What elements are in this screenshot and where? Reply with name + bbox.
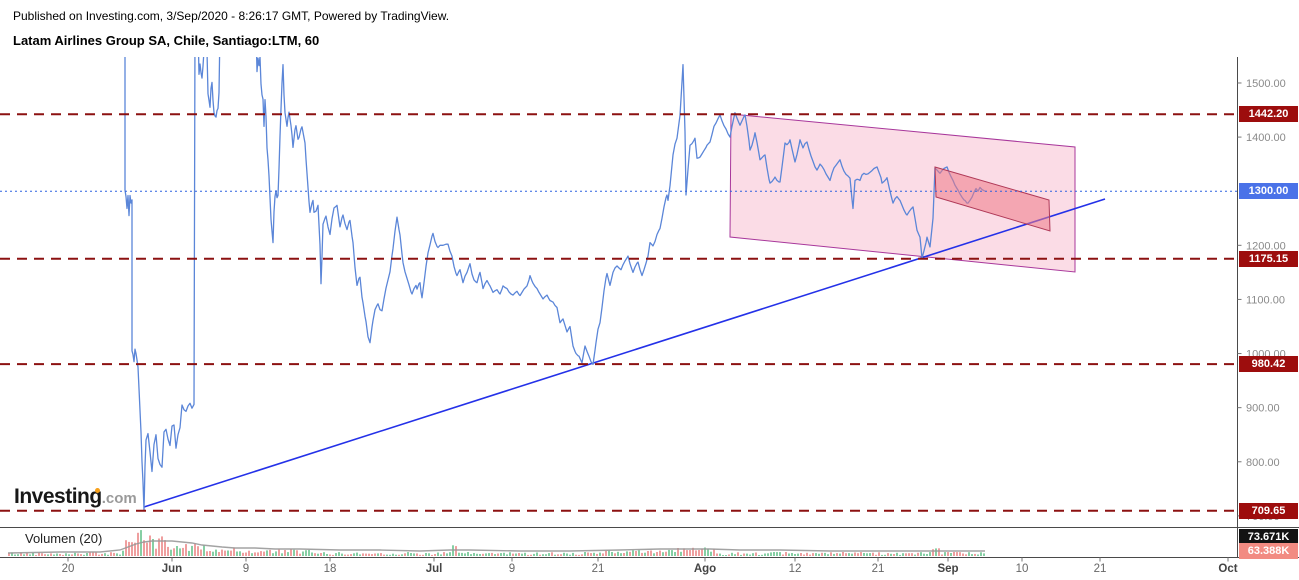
last-price-badge: 1300.00 (1239, 183, 1298, 199)
time-tick-label: 21 (872, 563, 885, 575)
volume-indicator-label: Volumen (20) (25, 531, 103, 546)
price-tick-label: 800.00 (1246, 457, 1280, 469)
instrument-title: Latam Airlines Group SA, Chile, Santiago… (13, 33, 320, 48)
investing-watermark: Investing.com (14, 485, 137, 509)
price-tick-label: 1400.00 (1246, 132, 1286, 144)
time-tick-label: Ago (694, 563, 716, 575)
volume-ma-badge: 63.388K (1239, 543, 1298, 559)
time-tick-label: Sep (937, 563, 958, 575)
time-tick-label: 10 (1016, 563, 1029, 575)
level-badge: 709.65 (1239, 503, 1298, 519)
published-line: Published on Investing.com, 3/Sep/2020 -… (13, 9, 450, 23)
time-tick-label: 20 (62, 563, 75, 575)
price-tick-label: 1100.00 (1246, 294, 1285, 306)
price-tick-label: 1200.00 (1246, 240, 1286, 252)
time-tick-label: 9 (243, 563, 249, 575)
time-axis-labels[interactable]: 20 Jun 9 18 Jul 9 21 Ago 12 21 Sep 10 21 Oct (62, 557, 1238, 576)
level-badge: 1442.20 (1239, 106, 1298, 122)
time-tick-label: Oct (1218, 563, 1237, 575)
price-line[interactable] (124, 29, 986, 512)
price-pane[interactable] (124, 29, 1106, 512)
level-badge: 1175.15 (1239, 251, 1298, 267)
time-tick-label: 9 (509, 563, 515, 575)
time-tick-label: 21 (592, 563, 605, 575)
watermark-brand-text: Investing (14, 485, 102, 508)
descending-channel-big[interactable] (729, 113, 1076, 273)
price-axis-labels[interactable]: 1500.001400.001200.001100.001000.00900.0… (1237, 78, 1286, 523)
time-tick-label: 12 (789, 563, 802, 575)
price-tick-label: 900.00 (1246, 403, 1280, 415)
time-tick-label: 21 (1094, 563, 1107, 575)
time-tick-label: Jun (162, 563, 182, 575)
watermark-suffix-text: .com (101, 490, 137, 507)
volume-badge: 73.671K (1239, 529, 1298, 545)
volume-ma-line (7, 540, 985, 554)
ascending-trendline[interactable] (143, 198, 1106, 508)
descending-channel-small[interactable] (934, 166, 1051, 232)
time-tick-label: Jul (426, 563, 443, 575)
volume-bars (8, 530, 985, 556)
watermark-orange-dot-icon (95, 488, 100, 493)
time-tick-label: 18 (324, 563, 337, 575)
price-tick-label: 1500.00 (1246, 78, 1286, 90)
level-badge: 980.42 (1239, 356, 1298, 372)
